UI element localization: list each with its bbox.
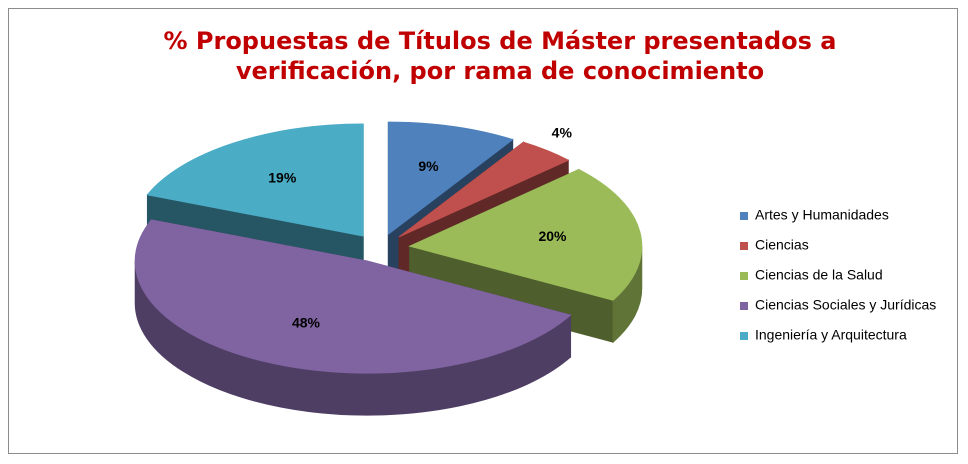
slice — [134, 219, 572, 374]
data-label: 48% — [292, 315, 321, 331]
data-label: 9% — [418, 158, 439, 174]
slice — [146, 123, 364, 237]
legend-label: Artes y Humanidades — [755, 207, 889, 223]
slice — [387, 121, 514, 236]
data-label: 20% — [538, 228, 567, 244]
legend-label: Ingeniería y Arquitectura — [755, 327, 907, 343]
data-label: 19% — [268, 169, 297, 185]
chart-frame — [8, 8, 958, 454]
legend-label: Ciencias de la Salud — [755, 267, 883, 283]
data-label: 4% — [552, 125, 573, 141]
legend-swatch — [740, 302, 748, 310]
slice — [408, 168, 643, 301]
slice — [398, 141, 570, 238]
legend-swatch — [740, 212, 748, 220]
legend-swatch — [740, 242, 748, 250]
legend-swatch — [740, 272, 748, 280]
legend-label: Ciencias — [755, 237, 809, 253]
legend-label: Ciencias Sociales y Jurídicas — [755, 297, 936, 313]
legend-swatch — [740, 332, 748, 340]
chart-title: % Propuestas de Títulos de Máster presen… — [163, 27, 837, 85]
